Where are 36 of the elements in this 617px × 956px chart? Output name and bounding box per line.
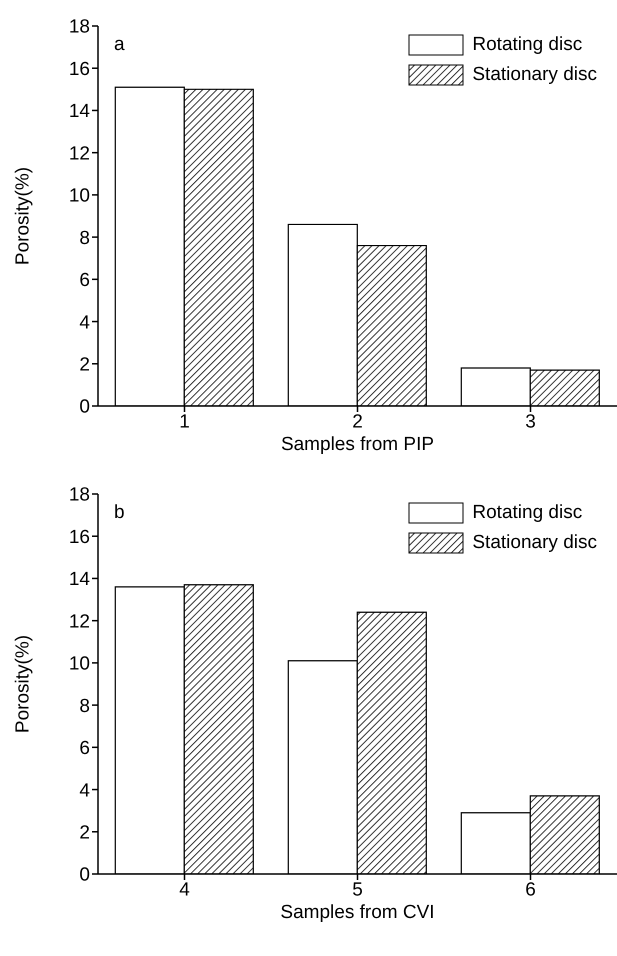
y-tick-label: 16 bbox=[68, 526, 90, 548]
annotation: a bbox=[114, 34, 125, 56]
y-tick-label: 8 bbox=[79, 696, 90, 717]
x-tick-label: 6 bbox=[525, 879, 536, 900]
annotation: b bbox=[114, 502, 125, 524]
y-tick-label: 14 bbox=[68, 569, 90, 590]
y-tick-label: 0 bbox=[79, 396, 90, 418]
y-tick-label: 4 bbox=[79, 780, 90, 802]
x-tick-label: 3 bbox=[525, 411, 536, 432]
x-tick-label: 2 bbox=[352, 411, 363, 432]
y-tick-label: 6 bbox=[79, 270, 90, 292]
y-tick-label: 10 bbox=[68, 186, 90, 207]
legend-label: Stationary disc bbox=[472, 532, 597, 554]
legend-label: Rotating disc bbox=[472, 502, 582, 524]
y-tick-label: 12 bbox=[68, 143, 90, 164]
legend-label: Stationary disc bbox=[472, 64, 597, 86]
y-tick-label: 8 bbox=[79, 228, 90, 249]
y-tick-label: 18 bbox=[68, 484, 90, 506]
y-tick-label: 6 bbox=[79, 738, 90, 760]
y-tick-label: 4 bbox=[79, 312, 90, 334]
y-axis-title: Porosity(%) bbox=[12, 634, 34, 734]
y-tick-label: 14 bbox=[68, 101, 90, 122]
y-tick-label: 10 bbox=[68, 654, 90, 675]
y-axis-title: Porosity(%) bbox=[12, 166, 34, 266]
x-axis-title: Samples from PIP bbox=[280, 434, 434, 455]
y-tick-label: 12 bbox=[68, 611, 90, 632]
y-tick-label: 2 bbox=[79, 354, 90, 376]
x-tick-label: 4 bbox=[179, 879, 190, 900]
x-tick-label: 1 bbox=[179, 411, 190, 432]
x-axis-title: Samples from CVI bbox=[280, 902, 435, 923]
y-tick-label: 18 bbox=[68, 16, 90, 38]
legend-label: Rotating disc bbox=[472, 34, 582, 56]
x-tick-label: 5 bbox=[352, 879, 363, 900]
y-tick-label: 0 bbox=[79, 864, 90, 886]
y-tick-label: 2 bbox=[79, 822, 90, 844]
y-tick-label: 16 bbox=[68, 58, 90, 80]
